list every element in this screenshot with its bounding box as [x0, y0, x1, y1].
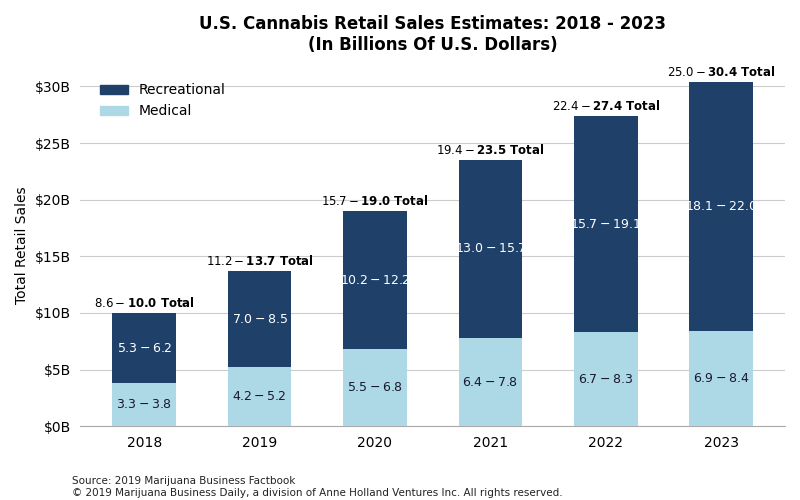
Text: $13.0-$15.7: $13.0-$15.7	[455, 242, 526, 256]
Text: $22.4-$27.4 Total: $22.4-$27.4 Total	[552, 99, 660, 113]
Text: $18.1-$22.0: $18.1-$22.0	[685, 200, 758, 213]
Text: $8.6-$10.0 Total: $8.6-$10.0 Total	[94, 296, 194, 310]
Text: $3.3-$3.8: $3.3-$3.8	[116, 398, 172, 411]
Text: $6.9-$8.4: $6.9-$8.4	[693, 372, 750, 385]
Text: $19.4-$23.5 Total: $19.4-$23.5 Total	[436, 143, 545, 157]
Bar	[690, 82, 753, 331]
Y-axis label: Total Retail Sales: Total Retail Sales	[15, 186, 29, 304]
Bar	[690, 331, 753, 426]
Bar	[113, 313, 176, 383]
Text: $25.0-$30.4 Total: $25.0-$30.4 Total	[667, 65, 775, 79]
Text: $6.4-$7.8: $6.4-$7.8	[462, 376, 518, 388]
Title: U.S. Cannabis Retail Sales Estimates: 2018 - 2023
(In Billions Of U.S. Dollars): U.S. Cannabis Retail Sales Estimates: 20…	[199, 15, 666, 54]
Text: Source: 2019 Marijuana Business Factbook
© 2019 Marijuana Business Daily, a divi: Source: 2019 Marijuana Business Factbook…	[72, 476, 562, 498]
Bar	[343, 349, 406, 426]
Bar	[113, 383, 176, 426]
Bar	[574, 332, 638, 426]
Text: $15.7-$19.1: $15.7-$19.1	[570, 218, 642, 230]
Text: $7.0-$8.5: $7.0-$8.5	[231, 312, 287, 326]
Bar	[228, 368, 291, 426]
Bar	[574, 116, 638, 332]
Text: $15.7-$19.0 Total: $15.7-$19.0 Total	[322, 194, 429, 208]
Text: $10.2-$12.2: $10.2-$12.2	[340, 274, 410, 286]
Bar	[228, 271, 291, 368]
Text: $5.5-$6.8: $5.5-$6.8	[347, 382, 403, 394]
Text: $4.2-$5.2: $4.2-$5.2	[232, 390, 287, 404]
Text: $5.3-$6.2: $5.3-$6.2	[117, 342, 172, 354]
Legend: Recreational, Medical: Recreational, Medical	[94, 78, 231, 124]
Text: $6.7-$8.3: $6.7-$8.3	[578, 373, 634, 386]
Text: $11.2-$13.7 Total: $11.2-$13.7 Total	[206, 254, 314, 268]
Bar	[458, 338, 522, 426]
Bar	[458, 160, 522, 338]
Bar	[343, 211, 406, 349]
